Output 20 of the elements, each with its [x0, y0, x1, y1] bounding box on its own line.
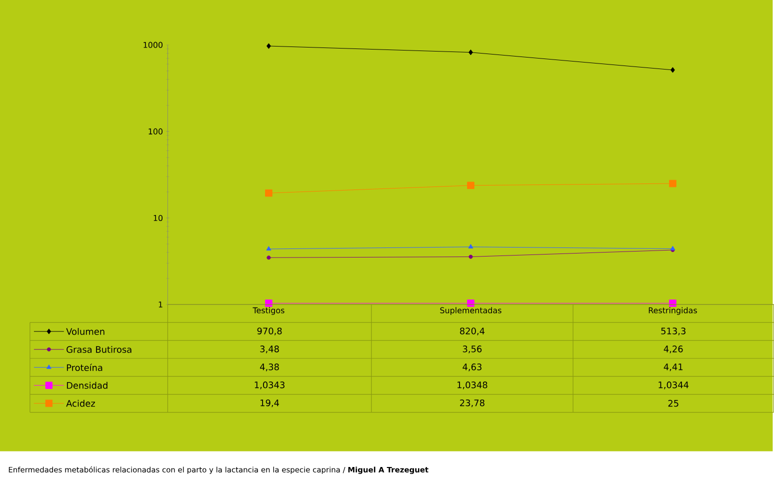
data-label: 25 [668, 400, 678, 407]
data-label: 1,0348 [458, 381, 488, 390]
legend-label: Grasa Butirosa [66, 346, 132, 353]
data-label: 3,48 [260, 345, 279, 354]
data-label: 1,0343 [254, 381, 284, 390]
legend-label: Proteína [66, 364, 102, 371]
legend-label: Densidad [66, 382, 108, 389]
legend-label: Volumen [66, 328, 104, 335]
data-label: 3,56 [462, 345, 482, 354]
data-label: 1,0344 [658, 381, 689, 390]
data-label: 4,26 [664, 345, 683, 354]
data-label: 4,63 [462, 363, 482, 372]
legend-label: Acidez [66, 400, 95, 407]
data-label: 23,78 [460, 399, 484, 408]
data-label: 970,8 [257, 328, 282, 336]
data-label: 513,3 [661, 328, 686, 336]
data-label: 820,4 [460, 328, 485, 336]
data-label: 4,38 [260, 363, 279, 372]
data-label: 4,41 [664, 364, 683, 372]
data-label: 19,4 [260, 399, 280, 408]
